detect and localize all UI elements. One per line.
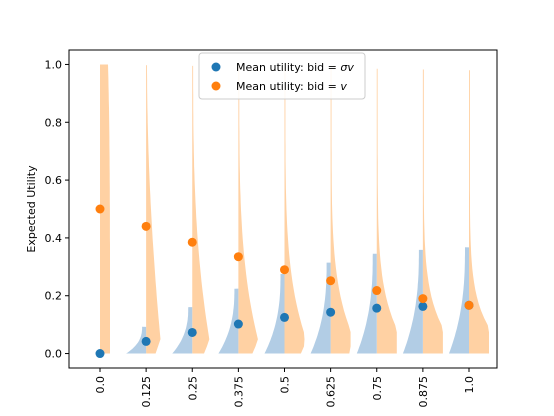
legend-label: Mean utility: bid = v xyxy=(236,80,347,93)
shaded-distribution-0.5 xyxy=(264,274,285,354)
truthful-point-0.375 xyxy=(233,252,243,262)
truthful-point-0.0 xyxy=(95,204,105,214)
truthful-distribution-0.375 xyxy=(238,66,258,354)
y-tick-label: 0.6 xyxy=(45,174,63,187)
truthful-point-0.875 xyxy=(418,294,428,304)
x-tick-label: 0.875 xyxy=(417,376,430,408)
shaded-distribution-0.625 xyxy=(310,262,331,354)
truthful-point-1.0 xyxy=(464,300,474,310)
shaded-distribution-1.0 xyxy=(449,247,469,354)
shaded-point-0.0 xyxy=(95,349,105,359)
shaded-distribution-0.375 xyxy=(218,288,239,354)
truthful-distribution-1.0 xyxy=(469,70,489,354)
points-group xyxy=(95,204,474,359)
x-tick-label: 0.75 xyxy=(371,376,384,401)
legend: Mean utility: bid = σv Mean utility: bid … xyxy=(198,52,366,100)
shaded-point-0.5 xyxy=(280,312,289,322)
shaded-point-0.625 xyxy=(326,307,336,317)
shaded-distribution-0.25 xyxy=(172,307,193,354)
shaded-point-0.375 xyxy=(233,319,243,329)
x-tick-label: 0.125 xyxy=(140,376,153,408)
truthful-distribution-0.0 xyxy=(100,64,110,354)
x-tick-label: 0.625 xyxy=(325,376,338,408)
y-tick-label: 0.8 xyxy=(45,116,63,129)
truthful-point-0.5 xyxy=(280,265,289,275)
y-tick-label: 0.0 xyxy=(45,348,63,361)
truthful-point-0.625 xyxy=(326,276,336,286)
x-tick-label: 0.25 xyxy=(186,376,199,401)
y-tick-label: 1.0 xyxy=(45,58,63,71)
shaded-point-0.75 xyxy=(372,303,382,313)
shaded-point-0.875 xyxy=(418,301,428,311)
shaded-point-0.125 xyxy=(141,336,151,346)
x-tick-label: 1.0 xyxy=(463,376,476,394)
legend-marker xyxy=(211,62,221,72)
shaded-distribution-0.75 xyxy=(356,253,377,354)
legend-label: Mean utility: bid = σv xyxy=(236,61,354,74)
shaded-point-0.25 xyxy=(187,327,197,337)
y-tick-label: 0.4 xyxy=(45,232,63,245)
x-tick-label: 0.5 xyxy=(279,376,292,394)
truthful-distribution-0.75 xyxy=(376,68,397,354)
legend-box xyxy=(198,52,366,100)
truthful-point-0.75 xyxy=(372,286,382,296)
truthful-point-0.125 xyxy=(141,221,151,231)
shaded-distribution-0.125 xyxy=(126,326,147,354)
x-tick-label: 0.0 xyxy=(94,376,107,394)
truthful-point-0.25 xyxy=(187,237,197,247)
violin-group xyxy=(100,64,489,354)
y-axis-title: Expected Utility xyxy=(25,165,38,253)
truthful-distribution-0.125 xyxy=(146,65,161,354)
axes-frame xyxy=(68,49,498,369)
truthful-distribution-0.25 xyxy=(192,65,210,354)
shaded-distribution-0.875 xyxy=(402,249,423,354)
y-axis: 0.0 0.2 0.4 0.6 0.8 1.0 xyxy=(45,58,69,361)
truthful-distribution-0.875 xyxy=(422,69,443,354)
x-axis: 0.0 0.125 0.25 0.375 0.5 0.625 0.75 0.875 1.0 xyxy=(94,368,476,408)
truthful-distribution-0.625 xyxy=(330,68,351,354)
truthful-distribution-0.5 xyxy=(284,67,305,354)
x-tick-label: 0.375 xyxy=(232,376,245,408)
legend-marker xyxy=(211,81,221,91)
y-tick-label: 0.2 xyxy=(45,290,63,303)
